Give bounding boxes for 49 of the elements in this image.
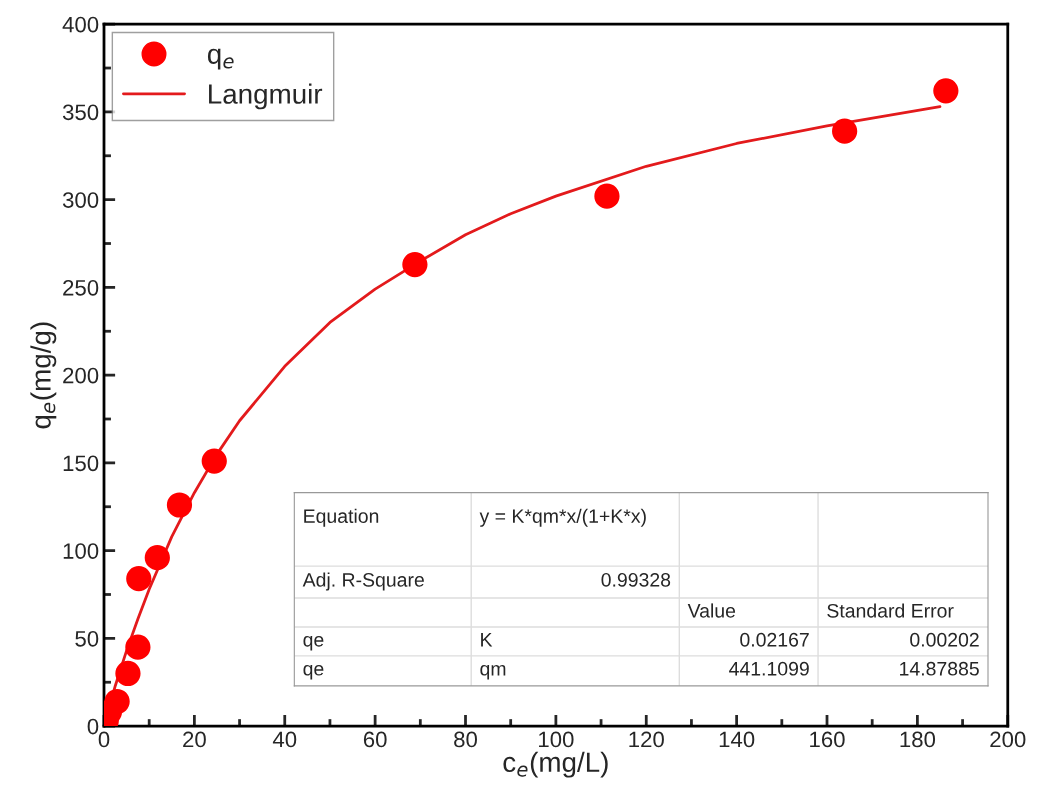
annotation: 14.87885: [900, 661, 979, 676]
point: [402, 251, 428, 278]
annotation: Adj. R-Square: [302, 572, 424, 591]
annotation: 0.02167: [740, 632, 809, 647]
point: [115, 660, 141, 687]
point: [832, 118, 858, 144]
point: [125, 634, 151, 660]
y-tick-label: 200: [63, 367, 99, 384]
point: [104, 688, 130, 715]
x-tick-label: 60: [363, 731, 387, 748]
x-tick-label: 100: [539, 731, 574, 748]
annotation: qm: [480, 664, 506, 680]
x-tick-label: 20: [183, 731, 206, 748]
annotation: 441.1099: [729, 661, 809, 676]
x-tick-label: 200: [990, 731, 1026, 748]
y-tick-label: 0: [87, 718, 99, 735]
x-tick-label: 80: [454, 731, 477, 748]
x-tick-label: 120: [629, 731, 664, 748]
annotation: qe: [303, 664, 324, 680]
annotation: 0.99328: [601, 572, 671, 587]
annotation: K: [481, 633, 493, 647]
annotation: y = K*qm*x/(1+K*x): [479, 508, 646, 527]
x-tick-label: 0: [98, 731, 110, 748]
x-tick-label: 160: [810, 731, 845, 748]
annotation: qe: [303, 635, 324, 651]
point: [166, 492, 193, 518]
point: [144, 545, 170, 571]
point: [126, 566, 152, 592]
x-tick-label: 40: [272, 731, 297, 748]
y-tick-label: 100: [63, 543, 99, 559]
y-tick-label: 400: [62, 16, 99, 33]
y-tick-label: 250: [63, 279, 99, 296]
legend-label: Langmuir: [209, 83, 323, 110]
annotation: Standard Error: [827, 603, 954, 618]
legend-label: q$_{e}$: [207, 48, 234, 70]
x-axis-title: c$_{e}$(mg/L): [503, 751, 608, 778]
x-tick-label: 180: [900, 731, 936, 748]
y-axis-title: q$_{e}$(mg/g): [30, 322, 57, 429]
annotation: 0.00202: [910, 632, 979, 647]
annotation: Value: [687, 603, 736, 618]
point: [933, 78, 959, 104]
x-tick-label: 140: [719, 731, 755, 748]
y-tick-label: 150: [63, 455, 99, 472]
annotation: Equation: [304, 508, 379, 527]
y-tick-label: 50: [75, 630, 99, 647]
point: [594, 183, 620, 209]
y-tick-label: 300: [62, 192, 99, 208]
point: [201, 448, 227, 474]
y-tick-label: 350: [62, 104, 99, 121]
